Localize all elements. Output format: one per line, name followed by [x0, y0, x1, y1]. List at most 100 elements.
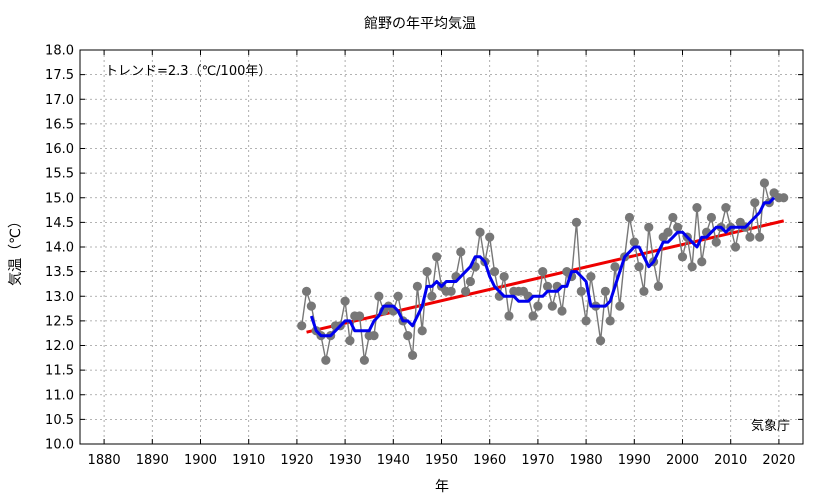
- y-tick-label: 10.5: [45, 413, 74, 428]
- annual-point: [301, 286, 312, 296]
- y-tick-label: 13.0: [45, 290, 74, 305]
- x-tick-label: 1960: [473, 453, 506, 468]
- annual-point: [359, 355, 369, 365]
- y-axis-label: 気温（℃）: [8, 214, 24, 286]
- annual-point: [412, 281, 422, 291]
- annual-point: [721, 203, 731, 213]
- annual-point: [595, 335, 606, 346]
- annual-point: [673, 222, 683, 232]
- annual-point: [634, 262, 644, 272]
- y-tick-label: 15.5: [45, 167, 74, 182]
- annual-point: [557, 306, 567, 316]
- annual-point: [432, 252, 442, 262]
- chart-title: 館野の年平均気温: [364, 15, 476, 32]
- annual-point: [687, 262, 697, 272]
- x-tick-label: 1950: [425, 453, 458, 468]
- y-tick-label: 14.0: [45, 241, 74, 256]
- x-tick-label: 1940: [377, 453, 410, 468]
- annual-point: [461, 286, 471, 296]
- x-tick-label: 1900: [184, 453, 217, 468]
- annual-point: [644, 222, 654, 232]
- y-tick-label: 17.5: [45, 68, 74, 83]
- y-tick-label: 11.0: [45, 388, 74, 403]
- annual-point: [465, 276, 476, 287]
- annual-point: [369, 331, 379, 341]
- annual-point: [624, 212, 635, 223]
- credit-label: 気象庁: [751, 418, 790, 434]
- plot-frame: [79, 49, 804, 445]
- annual-point: [692, 203, 702, 213]
- x-tick-label: 1920: [280, 453, 313, 468]
- grid-lines: [80, 49, 803, 445]
- annual-point: [586, 271, 596, 282]
- annual-point: [755, 232, 765, 242]
- x-axis-label: 年: [435, 479, 449, 495]
- annual-point: [485, 232, 495, 242]
- annual-point: [504, 311, 514, 321]
- annual-point: [422, 267, 432, 277]
- annual-point: [345, 335, 355, 346]
- trend-annotation: トレンド=2.3（℃/100年）: [105, 64, 271, 79]
- annual-point: [615, 301, 625, 311]
- annual-point: [663, 227, 673, 237]
- annual-point: [576, 286, 586, 296]
- y-tick-label: 10.0: [45, 438, 74, 453]
- running-mean-series: [309, 196, 776, 338]
- annual-point: [706, 212, 717, 223]
- annual-point: [427, 291, 437, 301]
- annual-point: [533, 301, 543, 311]
- y-tick-label: 18.0: [45, 44, 74, 59]
- annual-point: [475, 227, 485, 237]
- annual-point: [677, 252, 688, 262]
- annual-point: [610, 262, 620, 272]
- annual-point: [321, 355, 331, 365]
- annual-point: [571, 217, 582, 227]
- x-tick-label: 1890: [136, 453, 169, 468]
- annual-point: [600, 286, 610, 296]
- y-tick-label: 15.0: [45, 191, 74, 206]
- x-tick-label: 2010: [714, 453, 747, 468]
- x-tick-label: 1980: [570, 453, 603, 468]
- annual-point: [417, 326, 427, 336]
- annual-point: [697, 257, 707, 267]
- y-tick-label: 14.5: [45, 216, 74, 231]
- annual-point: [446, 286, 456, 296]
- annual-point: [393, 291, 403, 301]
- annual-point: [629, 237, 639, 247]
- annual-point: [297, 321, 307, 331]
- annual-point: [759, 178, 770, 188]
- annual-point: [750, 198, 760, 208]
- y-tick-label: 13.5: [45, 265, 74, 280]
- annual-point: [668, 212, 678, 223]
- y-tick-label: 12.0: [45, 339, 74, 354]
- annual-point: [403, 331, 413, 341]
- running-mean-line: [309, 196, 776, 338]
- x-tick-label: 1930: [329, 453, 362, 468]
- annual-point: [456, 247, 466, 257]
- annual-point: [489, 267, 500, 277]
- x-tick-label: 1990: [618, 453, 651, 468]
- y-tick-label: 16.0: [45, 142, 74, 157]
- x-axis-ticks: 1880 1890 1900 1910 1920 1930 1940 1950 1960 1970…: [88, 50, 795, 468]
- annual-point: [354, 311, 365, 321]
- annual-point: [581, 316, 591, 326]
- annual-point: [653, 281, 664, 291]
- annual-point: [711, 237, 721, 247]
- annual-point: [542, 281, 553, 291]
- annual-point: [605, 316, 615, 326]
- annual-point: [528, 311, 538, 321]
- x-tick-label: 1910: [232, 453, 265, 468]
- x-tick-label: 1970: [521, 453, 554, 468]
- annual-point: [779, 193, 789, 203]
- x-tick-label: 2020: [762, 453, 795, 468]
- annual-point: [730, 242, 741, 252]
- y-tick-label: 11.5: [45, 364, 74, 379]
- annual-point: [374, 291, 384, 301]
- annual-point: [306, 301, 316, 311]
- y-tick-label: 17.0: [45, 93, 74, 108]
- annual-point: [407, 350, 418, 360]
- x-tick-label: 2000: [666, 453, 699, 468]
- y-tick-label: 12.5: [45, 314, 74, 329]
- y-tick-label: 16.5: [45, 117, 74, 132]
